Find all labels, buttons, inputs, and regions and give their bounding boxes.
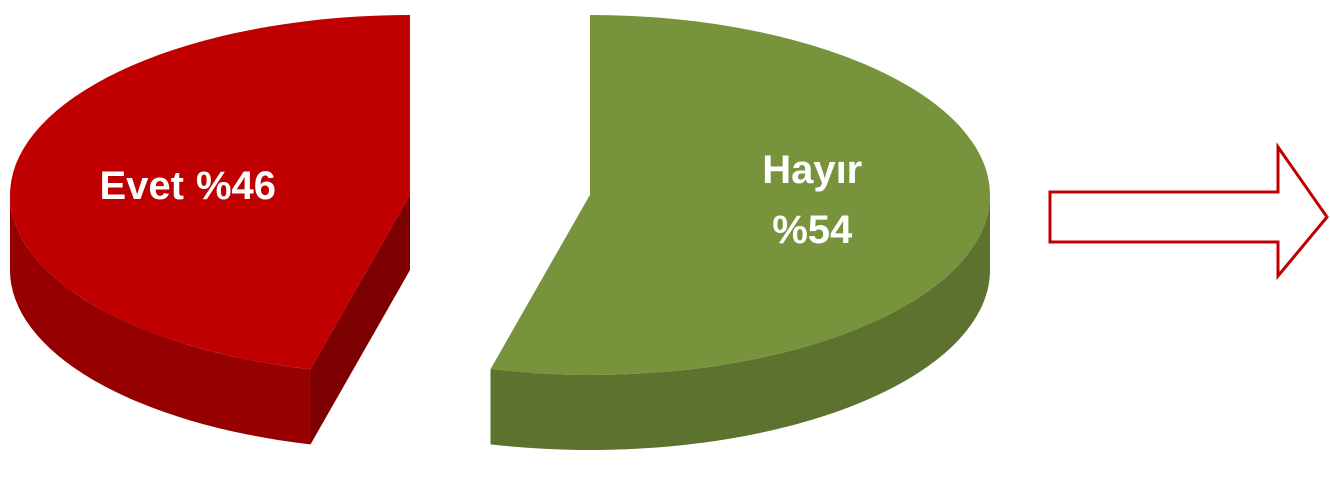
slice-shade bbox=[10, 195, 311, 445]
slice-cut-face bbox=[310, 195, 410, 445]
pie-slice bbox=[9, 14, 410, 445]
value-label: %46 bbox=[196, 164, 276, 208]
slice-shade bbox=[310, 195, 410, 445]
slice-top bbox=[490, 15, 990, 375]
slice-rim bbox=[10, 195, 311, 445]
slice-rim bbox=[490, 195, 990, 450]
arrow bbox=[1048, 142, 1329, 281]
slice-top bbox=[9, 14, 410, 370]
value-label: %54 bbox=[772, 207, 853, 251]
pie-slice bbox=[490, 15, 990, 450]
category-label: Hayır bbox=[762, 147, 862, 191]
category-label: Evet bbox=[99, 164, 184, 208]
data-label: Hayır %54 bbox=[762, 147, 862, 251]
data-label: Evet %46 bbox=[99, 164, 276, 208]
slice-shade bbox=[490, 195, 990, 450]
